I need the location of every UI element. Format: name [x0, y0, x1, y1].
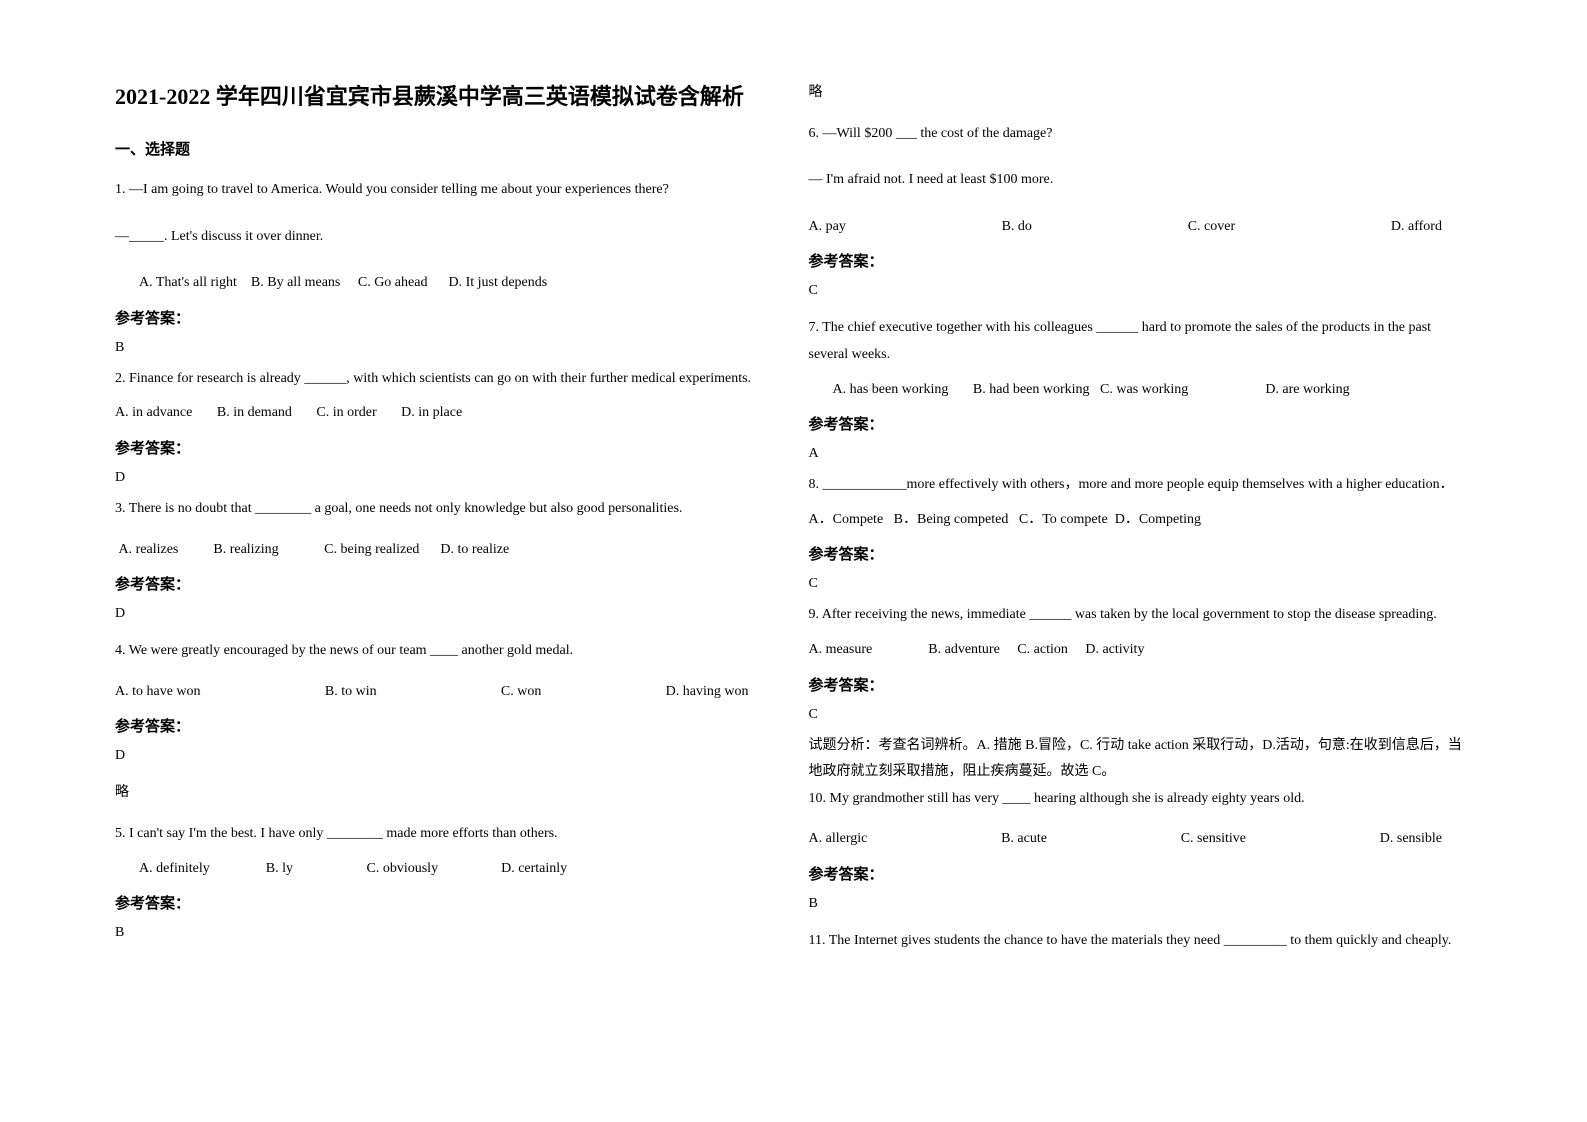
q1-optA: A. That's all right — [139, 275, 237, 290]
q10-answer: B — [809, 896, 1473, 912]
q7-optD: D. are working — [1265, 382, 1349, 397]
q4-optA: A. to have won — [115, 679, 201, 706]
document-title: 2021-2022 学年四川省宜宾市县蕨溪中学高三英语模拟试卷含解析 — [115, 80, 779, 113]
q6-optA: A. pay — [809, 214, 846, 241]
q6-optB: B. do — [1002, 214, 1032, 241]
q10-prompt: 10. My grandmother still has very ____ h… — [809, 786, 1473, 813]
q5-optD: D. certainly — [501, 861, 567, 876]
q1-optC: C. Go ahead — [358, 275, 428, 290]
q10-optB: B. acute — [1001, 826, 1047, 853]
q5-answer: B — [115, 925, 779, 941]
q1-answer-label: 参考答案： — [115, 307, 779, 328]
q5-prompt: 5. I can't say I'm the best. I have only… — [115, 821, 779, 848]
q10-options: A. allergic B. acute C. sensitive D. sen… — [809, 826, 1473, 853]
q5-options: A. definitely B. ly C. obviously D. cert… — [115, 856, 779, 883]
q4-optD: D. having won — [666, 679, 749, 706]
q7-optA: A. has been working — [833, 382, 949, 397]
q4-note: 略 — [115, 780, 779, 807]
q3-optB: B. realizing — [213, 542, 278, 557]
q9-optB: B. adventure — [928, 642, 1000, 657]
q4-optC: C. won — [501, 679, 541, 706]
section-header: 一、选择题 — [115, 138, 779, 159]
q8-optB: B．Being competed — [894, 512, 1009, 527]
q7-optB: B. had been working — [973, 382, 1090, 397]
q5-optA: A. definitely — [139, 861, 210, 876]
q10-optC: C. sensitive — [1181, 826, 1246, 853]
q9-optD: D. activity — [1085, 642, 1144, 657]
q5-optB: B. ly — [266, 861, 293, 876]
q8-options: A．Compete B．Being competed C．To compete … — [809, 507, 1473, 534]
q10-optA: A. allergic — [809, 826, 868, 853]
q2-optC: C. in order — [316, 405, 376, 420]
q7-optC: C. was working — [1100, 382, 1188, 397]
q2-options: A. in advance B. in demand C. in order D… — [115, 400, 779, 427]
q9-optA: A. measure — [809, 642, 873, 657]
q8-answer: C — [809, 576, 1473, 592]
q1-options: A. That's all right B. By all means C. G… — [115, 270, 779, 297]
q8-answer-label: 参考答案： — [809, 543, 1473, 564]
q1-prompt1: 1. —I am going to travel to America. Wou… — [115, 177, 779, 204]
q9-answer: C — [809, 707, 1473, 723]
q9-options: A. measure B. adventure C. action D. act… — [809, 637, 1473, 664]
q1-prompt2: —_____. Let's discuss it over dinner. — [115, 224, 779, 251]
q7-options: A. has been working B. had been working … — [809, 377, 1473, 404]
q5-answer-label: 参考答案： — [115, 892, 779, 913]
q7-answer: A — [809, 446, 1473, 462]
q8-optA: A．Compete — [809, 512, 884, 527]
q5-note: 略 — [809, 80, 1473, 107]
q11-prompt: 11. The Internet gives students the chan… — [809, 928, 1473, 955]
q5-optC: C. obviously — [367, 861, 439, 876]
q4-prompt: 4. We were greatly encouraged by the new… — [115, 638, 779, 665]
q8-optD: D．Competing — [1115, 512, 1201, 527]
q10-optD: D. sensible — [1380, 826, 1442, 853]
q4-optB: B. to win — [325, 679, 377, 706]
q2-answer: D — [115, 470, 779, 486]
q3-prompt: 3. There is no doubt that ________ a goa… — [115, 496, 779, 523]
q4-options: A. to have won B. to win C. won D. havin… — [115, 679, 779, 706]
q4-answer-label: 参考答案： — [115, 715, 779, 736]
q2-answer-label: 参考答案： — [115, 437, 779, 458]
q2-prompt: 2. Finance for research is already _____… — [115, 366, 779, 393]
q6-answer-label: 参考答案： — [809, 250, 1473, 271]
q4-answer: D — [115, 748, 779, 764]
q9-prompt: 9. After receiving the news, immediate _… — [809, 602, 1473, 629]
q3-optC: C. being realized — [324, 542, 419, 557]
q8-prompt: 8. ____________more effectively with oth… — [809, 472, 1473, 499]
q3-options: A. realizes B. realizing C. being realiz… — [115, 537, 779, 564]
q6-prompt2: — I'm afraid not. I need at least $100 m… — [809, 167, 1473, 194]
q1-optB: B. By all means — [251, 275, 340, 290]
q7-answer-label: 参考答案： — [809, 413, 1473, 434]
q9-optC: C. action — [1017, 642, 1068, 657]
q3-optD: D. to realize — [440, 542, 509, 557]
q3-optA: A. realizes — [119, 542, 179, 557]
q7-prompt: 7. The chief executive together with his… — [809, 315, 1473, 368]
q2-optA: A. in advance — [115, 405, 192, 420]
q2-optD: D. in place — [401, 405, 462, 420]
left-column: 2021-2022 学年四川省宜宾市县蕨溪中学高三英语模拟试卷含解析 一、选择题… — [100, 80, 794, 1082]
q2-optB: B. in demand — [217, 405, 292, 420]
right-column: 略 6. —Will $200 ___ the cost of the dama… — [794, 80, 1488, 1082]
q3-answer: D — [115, 606, 779, 622]
q6-options: A. pay B. do C. cover D. afford — [809, 214, 1473, 241]
q8-optC: C．To compete — [1019, 512, 1108, 527]
q6-answer: C — [809, 283, 1473, 299]
q1-answer: B — [115, 340, 779, 356]
q10-answer-label: 参考答案： — [809, 863, 1473, 884]
q1-optD: D. It just depends — [448, 275, 547, 290]
q9-explanation: 试题分析：考查名词辨析。A. 措施 B.冒险，C. 行动 take action… — [809, 733, 1473, 786]
q6-optC: C. cover — [1188, 214, 1235, 241]
q9-answer-label: 参考答案： — [809, 674, 1473, 695]
q3-answer-label: 参考答案： — [115, 573, 779, 594]
q6-optD: D. afford — [1391, 214, 1442, 241]
q6-prompt1: 6. —Will $200 ___ the cost of the damage… — [809, 121, 1473, 148]
